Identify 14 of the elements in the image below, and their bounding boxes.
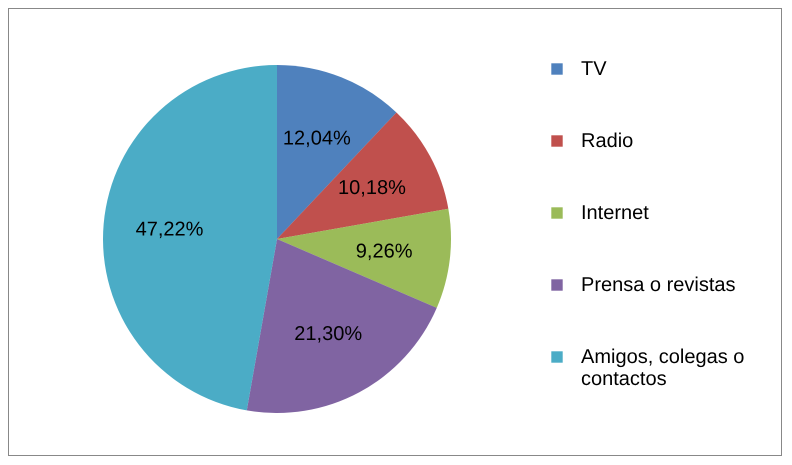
legend-label: TV [581, 58, 608, 80]
data-label: 21,30% [294, 322, 362, 345]
pie-slice [277, 208, 451, 308]
legend-label: Prensa o revistas [581, 274, 736, 296]
pie-slice [277, 112, 448, 239]
legend-label: Amigos, colegas o contactos [581, 346, 744, 390]
data-label: 47,22% [136, 218, 204, 241]
legend-label: Radio [581, 130, 634, 152]
legend-label: Internet [581, 202, 650, 224]
data-label: 9,26% [356, 240, 413, 263]
data-label: 12,04% [282, 128, 351, 150]
pie-slice [103, 65, 277, 410]
data-label: 10,18% [338, 176, 406, 199]
pie-slice [246, 239, 437, 413]
